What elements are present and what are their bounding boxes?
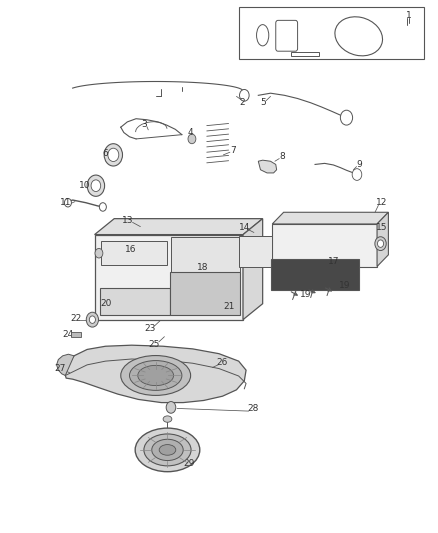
Ellipse shape: [138, 366, 173, 385]
Polygon shape: [377, 212, 389, 266]
Text: 20: 20: [101, 299, 112, 308]
Ellipse shape: [166, 401, 176, 413]
Polygon shape: [258, 160, 277, 173]
Ellipse shape: [99, 203, 106, 211]
Ellipse shape: [64, 198, 71, 207]
Polygon shape: [95, 219, 263, 235]
Text: 21: 21: [223, 302, 234, 311]
Ellipse shape: [188, 134, 196, 144]
Ellipse shape: [89, 316, 95, 324]
Text: 11: 11: [60, 198, 72, 207]
Ellipse shape: [104, 144, 123, 166]
Text: 19: 19: [339, 280, 350, 289]
Ellipse shape: [108, 148, 119, 161]
Polygon shape: [243, 219, 263, 320]
Polygon shape: [101, 241, 166, 265]
Ellipse shape: [152, 439, 183, 461]
Text: 25: 25: [148, 340, 160, 349]
Polygon shape: [170, 272, 240, 316]
Text: 3: 3: [141, 119, 147, 128]
Text: 29: 29: [184, 459, 195, 467]
Polygon shape: [100, 288, 170, 316]
Ellipse shape: [335, 17, 382, 56]
Text: 24: 24: [63, 330, 74, 339]
Ellipse shape: [135, 428, 200, 472]
Text: 2: 2: [239, 98, 244, 107]
Polygon shape: [71, 333, 81, 337]
Text: 27: 27: [54, 364, 65, 373]
Text: 15: 15: [376, 223, 387, 232]
Ellipse shape: [159, 445, 176, 455]
Text: 28: 28: [247, 405, 259, 414]
Text: 16: 16: [125, 245, 137, 254]
Ellipse shape: [375, 237, 386, 251]
Ellipse shape: [86, 312, 99, 327]
Polygon shape: [65, 345, 246, 402]
Polygon shape: [57, 354, 74, 375]
Bar: [239, 7, 424, 59]
Text: 9: 9: [357, 160, 363, 169]
Text: 4: 4: [188, 128, 194, 137]
Text: 14: 14: [239, 223, 250, 232]
Text: 6: 6: [102, 149, 108, 158]
Ellipse shape: [352, 168, 362, 180]
Text: 22: 22: [70, 314, 81, 323]
Ellipse shape: [121, 356, 191, 395]
Text: 19: 19: [300, 289, 311, 298]
Text: 8: 8: [279, 152, 285, 161]
Polygon shape: [272, 224, 377, 266]
Text: 12: 12: [376, 198, 387, 207]
Ellipse shape: [91, 180, 101, 191]
Text: 26: 26: [217, 358, 228, 367]
Polygon shape: [171, 237, 240, 313]
Polygon shape: [272, 212, 389, 224]
Text: 10: 10: [79, 181, 90, 190]
Text: 7: 7: [230, 146, 236, 155]
Ellipse shape: [95, 248, 103, 258]
Polygon shape: [239, 236, 272, 266]
Ellipse shape: [257, 25, 269, 46]
Text: 1: 1: [406, 11, 412, 20]
Ellipse shape: [240, 90, 249, 101]
Text: 23: 23: [145, 324, 155, 333]
Text: 5: 5: [261, 98, 266, 107]
FancyBboxPatch shape: [276, 20, 297, 51]
Polygon shape: [95, 235, 243, 320]
Bar: [272, 259, 359, 290]
Ellipse shape: [87, 175, 105, 196]
Polygon shape: [291, 52, 319, 56]
Text: 17: 17: [328, 257, 339, 265]
Ellipse shape: [378, 240, 384, 247]
Text: 18: 18: [197, 263, 208, 271]
Ellipse shape: [144, 434, 191, 466]
Ellipse shape: [130, 361, 182, 390]
Text: 13: 13: [123, 216, 134, 225]
Ellipse shape: [340, 110, 353, 125]
Ellipse shape: [163, 416, 172, 422]
